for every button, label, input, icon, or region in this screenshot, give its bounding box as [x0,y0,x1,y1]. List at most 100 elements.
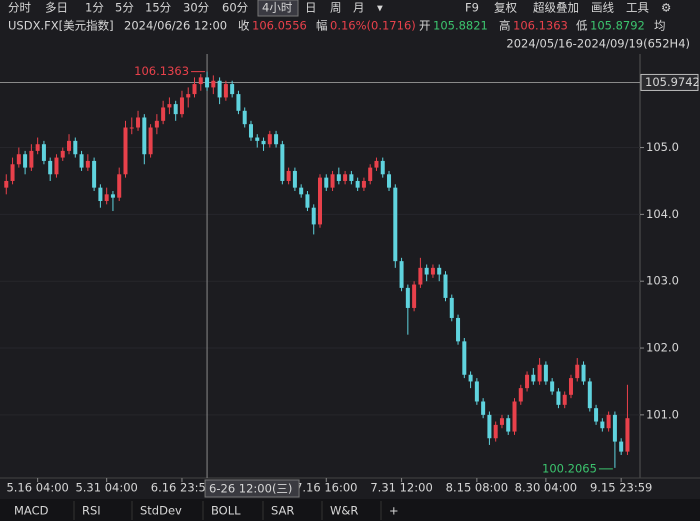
indicator-tab[interactable]: RSI [82,504,101,518]
indicator-tab[interactable]: SAR [271,504,294,518]
candle-body [531,374,536,382]
tool-button[interactable]: ⚙ [661,1,671,15]
candle-body [449,297,454,318]
candle-body [110,194,115,198]
y-tick-label: 105.0 [646,140,679,154]
candle-body [343,174,348,181]
candle-body [437,267,442,275]
candle-body [355,180,360,188]
indicator-tab[interactable]: + [389,504,399,518]
candle-body [368,167,373,181]
candle-body [387,174,392,188]
quote-label: 幅 [316,19,328,33]
candle-body [462,341,467,375]
quote-value: 106.0556 [252,19,307,33]
candle-body [123,127,128,175]
tool-button[interactable]: 复权 [494,1,517,15]
candle-body [236,94,241,111]
candle-body [48,160,53,175]
candle-body [606,414,611,429]
candle-body [612,414,617,442]
x-tick-label: 5.16 04:00 [6,481,68,495]
candle-body [361,180,366,188]
candle-body [104,194,109,202]
candle-body [67,140,72,151]
candle-body [136,117,141,128]
candle-body [98,187,103,202]
indicator-tab[interactable]: MACD [14,504,49,518]
candle-body [499,418,504,425]
candle-body [223,84,228,98]
tool-button[interactable]: 超级叠加 [533,1,579,15]
candle-body [10,164,15,181]
period-button[interactable]: 15分 [145,1,172,15]
candle-body [261,140,266,145]
candle-body [286,170,291,181]
candle-body [73,140,78,155]
candle-body [418,267,423,285]
quote-label: 开 [419,19,431,33]
candle-body [481,401,486,415]
period-button[interactable]: 日 [305,1,317,15]
candle-body [280,144,285,181]
period-button[interactable]: 60分 [222,1,249,15]
period-button[interactable]: 1分 [85,1,104,15]
candle-body [267,134,272,145]
tab-bar [0,499,700,521]
quote-label: 均 [654,19,666,33]
candle-body [29,150,34,168]
quote-value: 105.8821 [433,19,488,33]
candle-body [374,160,379,168]
x-tick-label: 9.15 23:59 [590,481,652,495]
candle-body [336,174,341,181]
quote-label: 高 [499,19,511,33]
period-button[interactable]: 分时 [8,1,31,15]
candle-body [324,177,329,188]
candle-body [179,97,184,115]
candle-body [568,378,573,395]
x-tick-label: 7.16 16:00 [295,481,357,495]
candle-body [79,154,84,168]
tool-button[interactable]: F9 [465,1,479,15]
quote-label: 收 [238,19,250,33]
candle-body [205,77,210,88]
candle-body [581,364,586,382]
candle-body [468,374,473,382]
candle-body [117,174,122,198]
candle-body [518,388,523,402]
candle-body [23,154,28,168]
period-button[interactable]: 4小时 [262,1,293,15]
tool-button[interactable]: 画线 [591,1,614,15]
tool-button[interactable]: 工具 [626,1,649,15]
candle-body [173,104,178,115]
min-label: 100.2065 [542,461,597,475]
candle-body [85,160,90,168]
indicator-tab[interactable]: W&R [330,504,358,518]
period-button[interactable]: ▾ [377,1,383,15]
candle-body [242,110,247,125]
period-button[interactable]: 月 [353,1,365,15]
candle-body [230,84,235,95]
period-button[interactable]: 多日 [45,1,68,15]
x-tick-label: 5.31 04:00 [75,481,137,495]
candle-body [41,144,46,161]
period-button[interactable]: 周 [330,1,342,15]
period-button[interactable]: 5分 [115,1,134,15]
period-button[interactable]: 30分 [183,1,210,15]
candle-body [198,77,203,85]
candle-body [318,177,322,225]
candle-body [405,287,410,308]
candle-body [380,160,385,175]
candle-body [54,157,59,175]
candle-body [537,364,542,382]
candle-body [148,127,153,155]
candle-body [217,80,222,98]
indicator-tab[interactable]: BOLL [211,504,241,518]
candle-body [594,408,599,422]
date-range: 2024/05/16-2024/09/19(652H4) [506,37,690,51]
candle-body [456,317,461,342]
indicator-tab[interactable]: StdDev [140,504,182,518]
candle-body [424,267,429,275]
candle-body [255,137,260,141]
